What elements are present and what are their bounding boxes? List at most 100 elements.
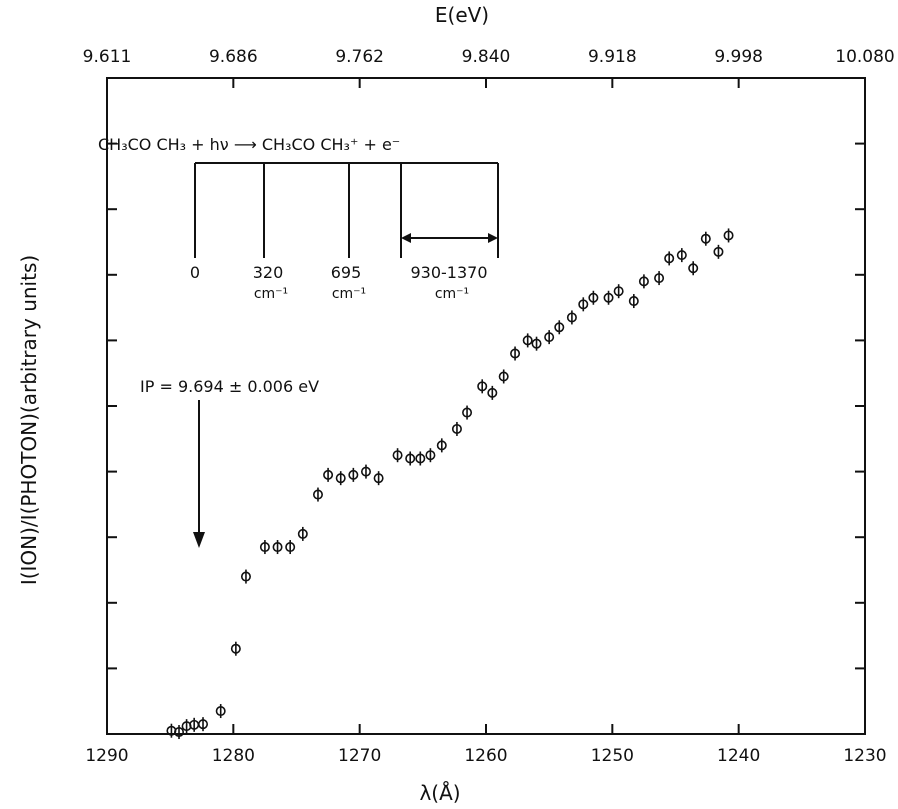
data-point — [664, 251, 675, 266]
data-point — [312, 487, 323, 502]
data-point — [510, 346, 521, 361]
x-tick-label: 1250 — [591, 746, 634, 766]
point-marker — [451, 423, 462, 434]
data-point — [531, 336, 542, 351]
data-point — [230, 641, 241, 656]
top-tick-label: 9.840 — [462, 47, 511, 67]
data-point — [462, 405, 473, 420]
x-tick-label: 1240 — [717, 746, 760, 766]
point-marker — [360, 466, 371, 477]
arrowhead-right-icon — [488, 233, 498, 243]
point-marker — [603, 292, 614, 303]
x-tick-label: 1270 — [338, 746, 381, 766]
data-point — [628, 294, 639, 309]
data-point — [323, 467, 334, 482]
data-point — [498, 369, 509, 384]
point-marker — [230, 643, 241, 654]
point-marker — [654, 273, 665, 284]
data-point — [544, 330, 555, 345]
point-marker — [335, 473, 346, 484]
point-marker — [700, 233, 711, 244]
point-marker — [628, 296, 639, 307]
data-point — [554, 320, 565, 335]
data-point — [723, 228, 734, 243]
data-point — [297, 526, 308, 541]
top-tick-label: 9.918 — [588, 47, 637, 67]
point-marker — [348, 469, 359, 480]
y-axis-title: I(ION)/I(PHOTON)(arbitrary units) — [17, 255, 41, 585]
data-point — [613, 284, 624, 299]
plot-frame — [106, 77, 866, 735]
data-point — [348, 467, 359, 482]
top-axis-title: E(eV) — [435, 3, 489, 27]
point-marker — [713, 246, 724, 257]
energy-level-diagram: 0 320 695 930-1370 cm⁻¹ cm⁻¹ cm⁻¹ — [190, 162, 499, 302]
point-marker — [272, 542, 283, 553]
data-point — [285, 540, 296, 555]
top-tick-label: 9.611 — [83, 47, 132, 67]
point-marker — [415, 453, 426, 464]
level-label-320: 320 — [253, 263, 284, 282]
level-unit-930-1370: cm⁻¹ — [435, 286, 469, 302]
x-axis-title: λ(Å) — [419, 781, 460, 805]
data-point — [487, 385, 498, 400]
data-point — [713, 244, 724, 259]
point-marker — [588, 292, 599, 303]
level-unit-695: cm⁻¹ — [332, 286, 366, 302]
data-point — [415, 451, 426, 466]
data-point — [654, 271, 665, 286]
data-point — [405, 451, 416, 466]
data-point — [566, 310, 577, 325]
ip-label: IP = 9.694 ± 0.006 eV — [140, 377, 319, 396]
level-label-695: 695 — [331, 263, 362, 282]
data-point — [578, 297, 589, 312]
data-point — [198, 717, 209, 732]
point-marker — [664, 253, 675, 264]
left-axis — [107, 142, 865, 670]
data-point — [174, 725, 185, 740]
point-marker — [240, 571, 251, 582]
x-tick-label: 1290 — [85, 746, 128, 766]
point-marker — [425, 450, 436, 461]
data-point — [373, 471, 384, 486]
point-marker — [554, 322, 565, 333]
point-marker — [522, 335, 533, 346]
point-marker — [566, 312, 577, 323]
point-marker — [215, 706, 226, 717]
top-tick-label: 9.998 — [714, 47, 763, 67]
data-point — [522, 333, 533, 348]
point-marker — [462, 407, 473, 418]
point-marker — [578, 299, 589, 310]
data-point — [335, 471, 346, 486]
point-marker — [323, 469, 334, 480]
point-marker — [477, 381, 488, 392]
data-point — [272, 540, 283, 555]
data-point — [603, 290, 614, 305]
level-label-930-1370: 930-1370 — [410, 263, 487, 282]
data-point — [451, 421, 462, 436]
data-point — [240, 569, 251, 584]
point-marker — [392, 450, 403, 461]
point-marker — [531, 338, 542, 349]
point-marker — [198, 719, 209, 730]
point-marker — [510, 348, 521, 359]
data-point — [638, 274, 649, 289]
data-point — [360, 464, 371, 479]
data-point — [588, 290, 599, 305]
data-point — [436, 438, 447, 453]
data-point — [688, 261, 699, 276]
data-point — [259, 540, 270, 555]
point-marker — [688, 263, 699, 274]
top-tick-label: 9.762 — [335, 47, 384, 67]
point-marker — [723, 230, 734, 241]
point-marker — [373, 473, 384, 484]
bottom-axis: 1290 1280 1270 1260 1250 1240 1230 — [85, 724, 887, 766]
arrowhead-left-icon — [401, 233, 411, 243]
point-marker — [436, 440, 447, 451]
point-marker — [405, 453, 416, 464]
data-points — [166, 228, 734, 740]
level-label-0: 0 — [190, 263, 200, 282]
ip-arrowhead-icon — [193, 532, 205, 548]
x-tick-label: 1280 — [212, 746, 255, 766]
